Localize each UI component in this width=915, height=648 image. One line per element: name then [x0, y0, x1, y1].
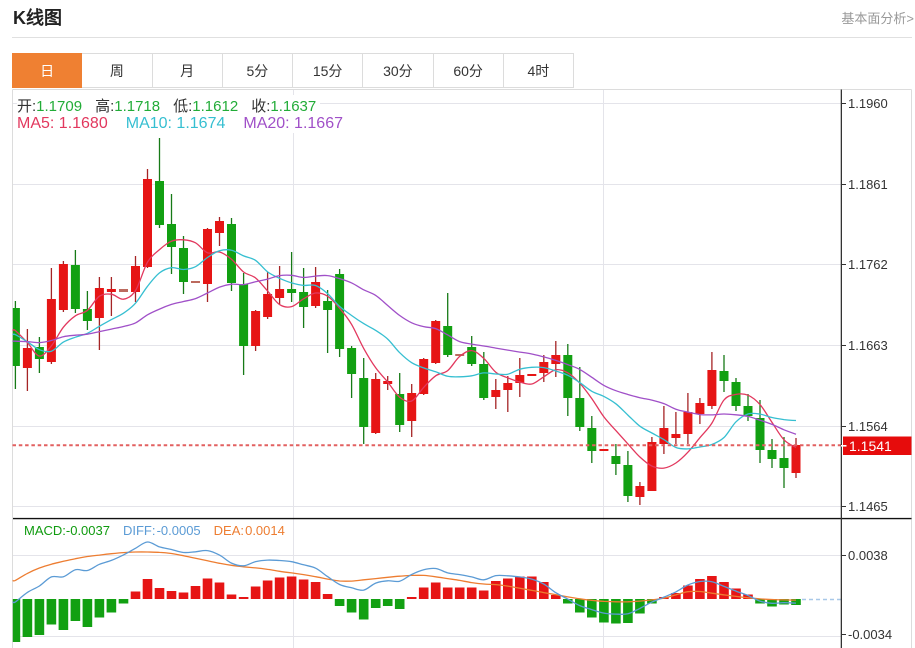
svg-text:1.1861: 1.1861	[848, 177, 888, 192]
svg-text:1.1960: 1.1960	[848, 96, 888, 111]
svg-text:1.1564: 1.1564	[848, 419, 888, 434]
svg-text:1.1465: 1.1465	[848, 499, 888, 514]
svg-text:1.1762: 1.1762	[848, 257, 888, 272]
svg-text:1.1541: 1.1541	[849, 438, 892, 454]
svg-text:0.0038: 0.0038	[848, 548, 888, 563]
svg-text:1.1663: 1.1663	[848, 338, 888, 353]
svg-text:-0.0034: -0.0034	[848, 627, 892, 642]
